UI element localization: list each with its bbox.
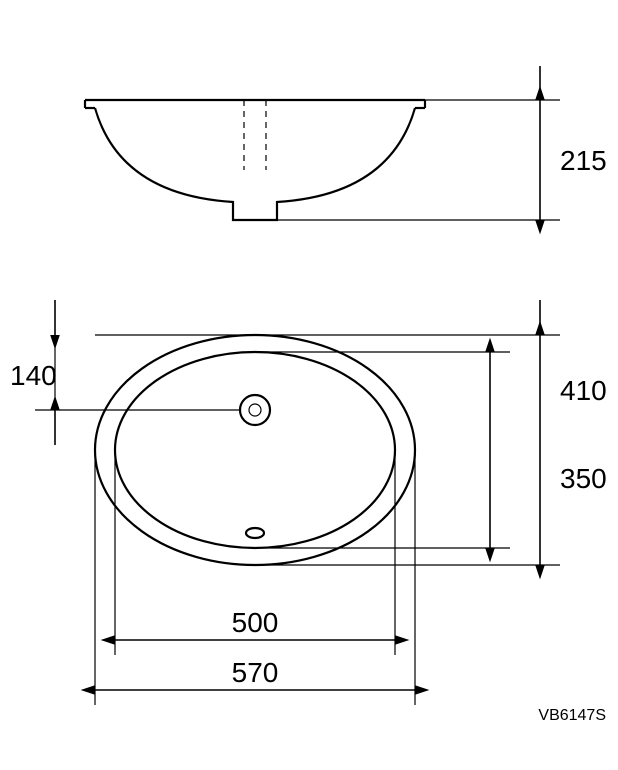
label-outer-length: 410 — [560, 375, 607, 406]
label-drain-offset: 140 — [10, 360, 57, 391]
plan-view — [95, 335, 415, 565]
label-inner-width: 500 — [232, 607, 279, 638]
label-inner-length: 350 — [560, 463, 607, 494]
label-depth: 215 — [560, 145, 607, 176]
side-elevation — [85, 100, 425, 220]
technical-drawing: 215 140 410 350 500 570 VB6147S — [0, 0, 618, 770]
product-code: VB6147S — [538, 707, 606, 724]
label-outer-width: 570 — [232, 657, 279, 688]
